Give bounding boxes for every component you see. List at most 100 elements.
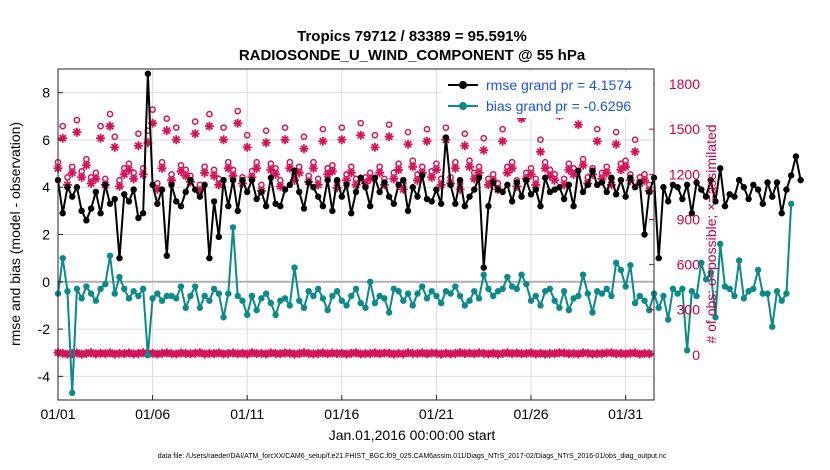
bias-point <box>357 299 364 307</box>
bias-point <box>385 309 393 316</box>
rmse-point <box>234 207 241 215</box>
rmse-point <box>579 188 587 196</box>
rmse-point <box>494 186 502 193</box>
bias-point <box>68 389 76 397</box>
rmse-point <box>362 184 369 191</box>
obs-assimilated-point <box>138 348 148 358</box>
obs-assimilated-point <box>507 163 517 173</box>
rmse-point <box>584 181 591 189</box>
rmse-point <box>504 181 511 189</box>
bias-point <box>603 285 610 293</box>
bias-point <box>683 347 691 354</box>
rmse-point <box>466 193 473 200</box>
obs-assimilated-point <box>261 138 271 148</box>
obs-assimilated-point <box>427 348 437 358</box>
obs-assimilated-point <box>129 349 139 359</box>
obs-assimilated-point <box>621 349 631 359</box>
y-tick-label: 0 <box>42 274 50 290</box>
x-tick-label: 01/11 <box>230 406 264 422</box>
rmse-point <box>116 254 123 262</box>
rmse-point <box>78 207 85 215</box>
bias-point <box>267 299 275 307</box>
rmse-point <box>523 176 530 184</box>
y-right-tick-label: 600 <box>677 257 701 273</box>
obs-assimilated-point <box>204 348 214 358</box>
bias-point <box>556 304 563 311</box>
obs-assimilated-point <box>247 348 257 358</box>
bias-point <box>542 288 549 295</box>
bias-point <box>726 285 733 293</box>
bias-point <box>210 285 218 293</box>
bias-point <box>404 290 412 297</box>
obs-assimilated-point <box>360 349 370 359</box>
bias-point <box>480 271 487 278</box>
rmse-point <box>726 191 733 198</box>
bias-point <box>698 259 705 267</box>
bias-point <box>409 302 416 309</box>
obs-assimilated-point <box>242 349 252 359</box>
bias-point <box>381 295 388 302</box>
obs-assimilated-point <box>389 174 399 184</box>
obs-assimilated-point <box>152 184 162 194</box>
obs-assimilated-point <box>346 168 356 178</box>
obs-assimilated-point <box>550 175 560 185</box>
rmse-point <box>267 174 275 181</box>
rmse-point <box>225 202 232 210</box>
rmse-point <box>210 198 218 205</box>
obs-assimilated-point <box>299 348 309 358</box>
bias-point <box>584 290 591 297</box>
obs-assimilated-point <box>431 348 441 358</box>
footer-data-file: data file: /Users/raeder/DAI/ATM_forcXX/… <box>158 453 667 460</box>
rmse-point <box>111 195 118 203</box>
obs-assimilated-point <box>625 348 635 358</box>
rmse-point <box>229 176 237 184</box>
bias-point <box>546 285 554 293</box>
obs-assimilated-point <box>469 174 479 184</box>
tick-labels: 01/01 01/06 01/11 01/16 01/21 01/26 01/31 -4 -2 0… <box>38 76 701 422</box>
obs-assimilated-point <box>469 349 479 359</box>
rmse-point <box>698 186 705 193</box>
rmse-point <box>319 202 327 210</box>
obs-assimilated-point <box>370 142 380 152</box>
bias-point <box>139 285 147 293</box>
rmse-point <box>305 179 312 186</box>
bias-point <box>258 295 265 302</box>
obs-assimilated-point <box>114 181 124 191</box>
obs-possible-point <box>612 128 620 136</box>
obs-assimilated-point <box>408 349 418 359</box>
obs-assimilated-point <box>323 349 333 359</box>
obs-assimilated-point <box>290 349 300 359</box>
bias-point <box>442 288 450 295</box>
obs-assimilated-point <box>138 169 148 179</box>
bias-point <box>750 285 757 293</box>
bias-point <box>518 271 525 278</box>
rmse-point <box>513 179 521 186</box>
obs-possible-point <box>106 110 114 118</box>
obs-assimilated-point <box>167 175 177 185</box>
obs-assimilated-point <box>460 141 470 151</box>
rmse-point <box>778 210 785 217</box>
bias-point <box>253 306 260 314</box>
obs-assimilated-point <box>559 348 569 358</box>
x-tick-label: 01/21 <box>419 406 454 422</box>
y-right-tick-label: 0 <box>692 347 700 363</box>
rmse-point <box>560 195 568 203</box>
bias-point <box>631 299 639 307</box>
rmse-point <box>196 193 204 200</box>
obs-assimilated-point <box>91 349 101 359</box>
obs-assimilated-point <box>640 349 650 359</box>
obs-assimilated-point <box>479 348 489 358</box>
obs-assimilated-point <box>474 168 484 178</box>
obs-assimilated-point <box>592 136 602 146</box>
bias-point <box>735 257 743 264</box>
bias-point <box>366 278 374 285</box>
rmse-point <box>300 205 308 212</box>
obs-assimilated-point <box>597 349 607 359</box>
bias-point <box>319 295 327 302</box>
rmse-point <box>617 176 625 184</box>
obs-assimilated-point <box>450 349 460 359</box>
obs-assimilated-point <box>195 348 205 358</box>
obs-assimilated-point <box>214 180 224 190</box>
rmse-point <box>130 186 137 193</box>
bias-point <box>433 292 440 300</box>
